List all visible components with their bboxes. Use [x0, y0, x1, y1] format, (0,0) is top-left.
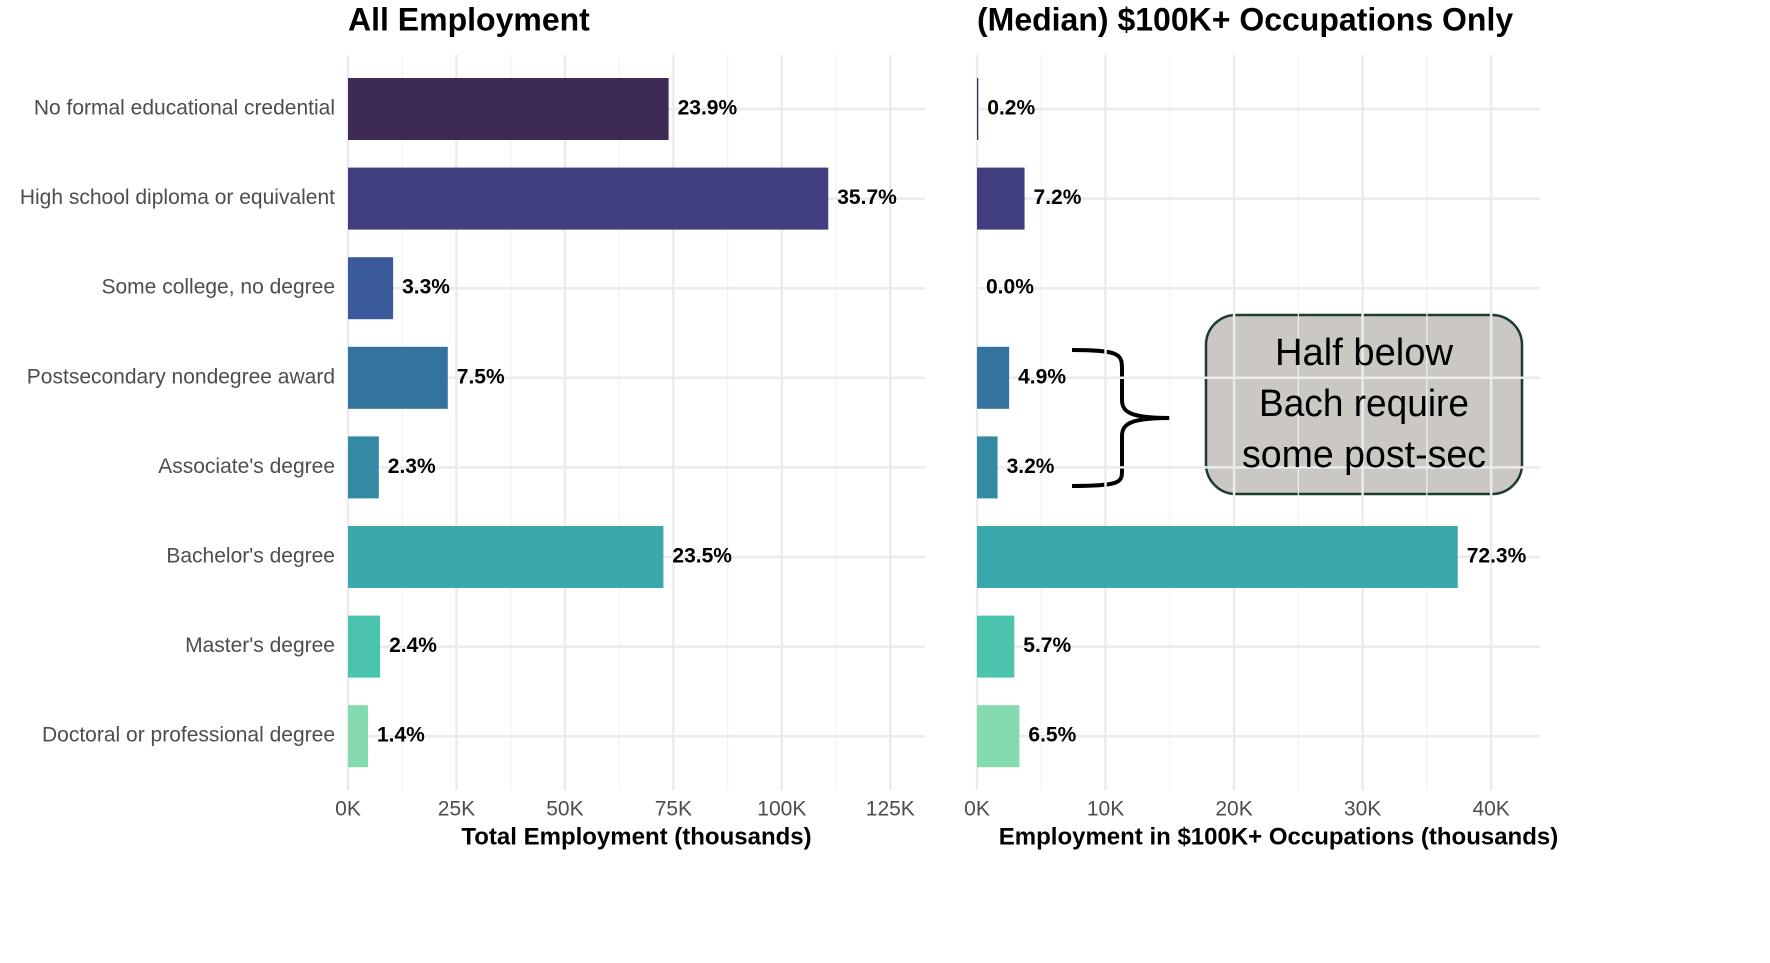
bar-label: 4.9%	[1018, 365, 1066, 388]
bar	[977, 526, 1458, 588]
bar-label: 72.3%	[1467, 545, 1527, 568]
y-tick-label: Master's degree	[185, 634, 335, 657]
x-tick-label: 30K	[1344, 798, 1381, 821]
x-tick-label: 40K	[1472, 798, 1509, 821]
x-axis-title: Employment in $100K+ Occupations (thousa…	[999, 823, 1558, 850]
y-tick-label: Some college, no degree	[102, 276, 336, 299]
x-tick-label: 100K	[757, 798, 806, 821]
bar	[977, 167, 1025, 230]
chart-title: (Median) $100K+ Occupations Only	[977, 1, 1513, 37]
x-tick-label: 0K	[964, 798, 990, 821]
bar-label: 1.4%	[377, 724, 425, 747]
chart-title: All Employment	[348, 1, 590, 37]
x-tick-label: 75K	[655, 798, 692, 821]
x-tick-label: 20K	[1215, 798, 1252, 821]
x-tick-label: 0K	[335, 798, 361, 821]
bar	[348, 346, 448, 409]
bar-label: 23.9%	[678, 97, 738, 120]
bar-label: 6.5%	[1028, 724, 1076, 747]
bar	[977, 78, 979, 140]
bar-label: 2.3%	[388, 455, 436, 478]
y-tick-label: Doctoral or professional degree	[42, 724, 335, 747]
bar-label: 7.5%	[457, 365, 505, 388]
bar	[348, 257, 394, 320]
bar	[348, 526, 664, 588]
bar-label: 0.2%	[987, 97, 1035, 120]
bar	[348, 78, 669, 140]
bar	[348, 615, 381, 678]
bar-label: 3.3%	[402, 276, 450, 299]
y-tick-label: Bachelor's degree	[166, 545, 335, 568]
bar	[977, 615, 1015, 678]
y-tick-label: Associate's degree	[158, 455, 335, 478]
bar-label: 3.2%	[1007, 455, 1055, 478]
x-tick-label: 25K	[438, 798, 475, 821]
bar-label: 5.7%	[1023, 634, 1071, 657]
bar-label: 0.0%	[986, 276, 1034, 299]
x-axis-title: Total Employment (thousands)	[461, 823, 811, 850]
y-tick-label: Postsecondary nondegree award	[27, 365, 335, 388]
bar	[348, 167, 829, 230]
bar	[977, 346, 1010, 409]
annotation-text: some post-sec	[1242, 434, 1486, 476]
x-tick-label: 50K	[546, 798, 583, 821]
y-tick-label: No formal educational credential	[34, 97, 335, 120]
bar	[977, 705, 1020, 768]
x-tick-label: 10K	[1087, 798, 1124, 821]
bar	[977, 436, 998, 499]
x-tick-label: 125K	[866, 798, 915, 821]
bar-label: 35.7%	[837, 186, 897, 209]
bar-label: 7.2%	[1034, 186, 1082, 209]
annotation-text: Half below	[1275, 332, 1454, 374]
annotation-box	[1204, 313, 1524, 496]
bar-label: 2.4%	[389, 634, 437, 657]
y-tick-label: High school diploma or equivalent	[20, 186, 335, 209]
bracket	[1071, 348, 1171, 488]
bar-label: 23.5%	[672, 545, 732, 568]
bar	[348, 705, 368, 768]
annotation-text: Bach require	[1259, 383, 1469, 425]
bar	[348, 436, 379, 499]
